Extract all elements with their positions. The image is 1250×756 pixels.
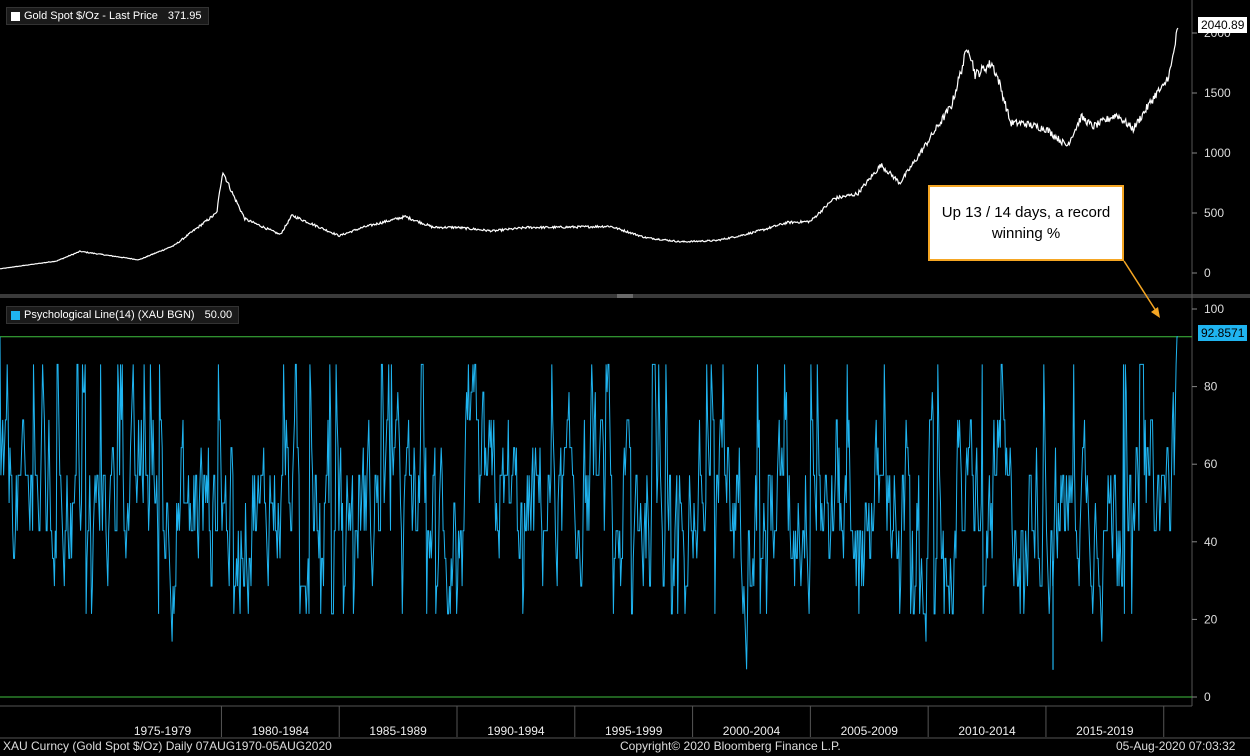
legend-swatch-gold: [11, 11, 20, 21]
legend-value-psy: 50.00: [204, 309, 233, 321]
psy-y-tick-label: 0: [1204, 690, 1211, 704]
x-band-label: 1995-1999: [605, 724, 663, 738]
psy-last-value-tag: 92.8571: [1198, 325, 1248, 341]
x-band-label: 1990-1994: [487, 724, 545, 738]
gold-price-line: [0, 27, 1179, 270]
gold-last-value-tag: 2040.89: [1198, 17, 1248, 33]
x-band-label: 2010-2014: [958, 724, 1016, 738]
legend-swatch-psy: [11, 310, 20, 320]
footer-center: Copyright© 2020 Bloomberg Finance L.P.: [620, 739, 841, 753]
legend-label-gold: Gold Spot $/Oz - Last Price: [24, 10, 158, 22]
psy-y-tick-label: 60: [1204, 457, 1218, 471]
annotation-arrow: [1123, 260, 1159, 315]
x-band-label: 2015-2019: [1076, 724, 1134, 738]
annotation-text: Up 13 / 14 days, a record winning %: [941, 204, 1111, 242]
top-legend[interactable]: Gold Spot $/Oz - Last Price 371.95: [6, 7, 209, 25]
psy-y-tick-label: 80: [1204, 380, 1218, 394]
legend-label-psy: Psychological Line(14) (XAU BGN): [24, 309, 195, 321]
psy-y-tick-label: 20: [1204, 612, 1218, 626]
bottom-legend[interactable]: Psychological Line(14) (XAU BGN) 50.00: [6, 306, 240, 324]
legend-value-gold: 371.95: [167, 10, 202, 22]
x-band-label: 2000-2004: [723, 724, 781, 738]
x-band-label: 2005-2009: [841, 724, 899, 738]
footer-left: XAU Curncy (Gold Spot $/Oz) Daily 07AUG1…: [3, 739, 332, 753]
annotation-box: Up 13 / 14 days, a record winning %: [928, 185, 1124, 261]
gold-y-tick-label: 500: [1204, 206, 1224, 220]
gold-y-tick-label: 1000: [1204, 146, 1231, 160]
x-band-label: 1975-1979: [134, 724, 192, 738]
divider-grip-icon[interactable]: [617, 294, 633, 298]
x-band-label: 1980-1984: [252, 724, 310, 738]
x-band-label: 1985-1989: [369, 724, 427, 738]
gold-y-tick-label: 1500: [1204, 86, 1231, 100]
annotation-arrow-head: [1151, 307, 1160, 318]
footer-right: 05-Aug-2020 07:03:32: [1116, 739, 1236, 753]
gold-y-tick-label: 0: [1204, 266, 1211, 280]
psychological-line: [0, 336, 1178, 670]
psy-y-tick-label: 100: [1204, 302, 1224, 316]
psy-y-tick-label: 40: [1204, 535, 1218, 549]
